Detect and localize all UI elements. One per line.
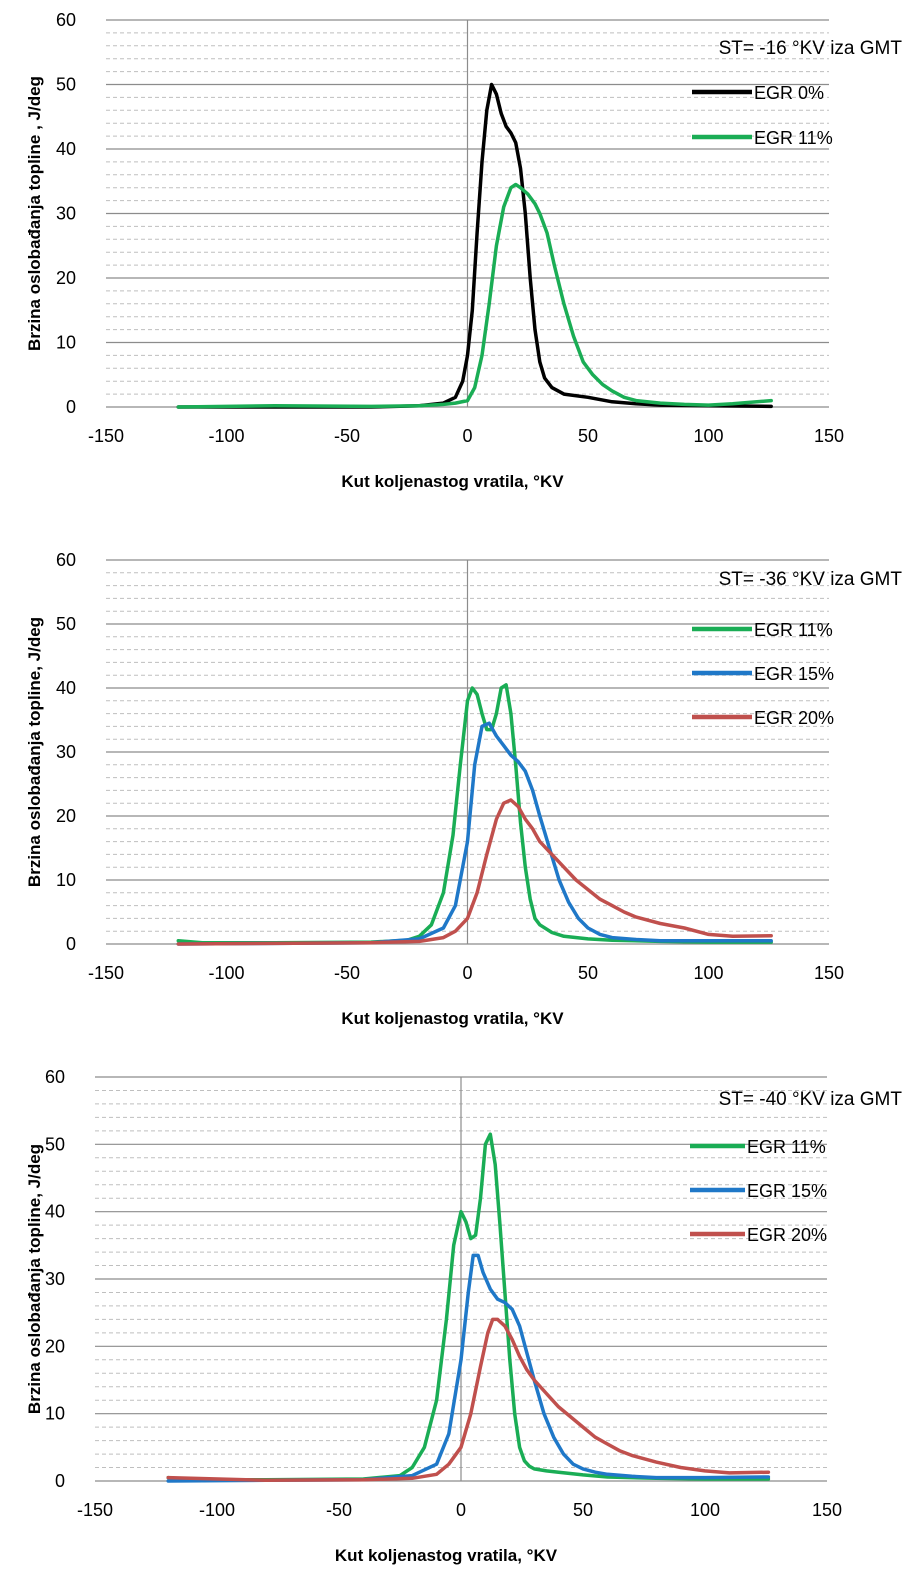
legend-label: EGR 11% <box>747 1137 826 1157</box>
x-tick-label: 100 <box>693 963 723 983</box>
y-tick-label: 40 <box>56 678 76 698</box>
y-tick-label: 0 <box>55 1471 65 1491</box>
x-tick-label: 100 <box>690 1500 720 1520</box>
legend-label: EGR 11% <box>754 128 833 148</box>
y-tick-label: 50 <box>45 1134 65 1154</box>
y-tick-label: 30 <box>56 742 76 762</box>
legend-label: EGR 0% <box>754 83 824 103</box>
y-tick-label: 60 <box>45 1067 65 1087</box>
legend-label: EGR 15% <box>754 664 834 684</box>
y-tick-label: 10 <box>56 333 76 353</box>
x-tick-label: 50 <box>573 1500 593 1520</box>
y-tick-label: 10 <box>45 1404 65 1424</box>
series-line-egr-20- <box>166 1317 771 1483</box>
x-tick-label: 150 <box>814 963 844 983</box>
series-line-egr-11- <box>176 683 773 945</box>
y-tick-label: 0 <box>66 397 76 417</box>
y-tick-label: 20 <box>56 268 76 288</box>
x-tick-label: 0 <box>462 426 472 446</box>
x-axis-title: Kut koljenastog vratila, °KV <box>341 1009 564 1028</box>
y-tick-label: 30 <box>45 1269 65 1289</box>
x-tick-label: 0 <box>462 963 472 983</box>
y-tick-label: 20 <box>56 806 76 826</box>
x-axis-title: Kut koljenastog vratila, °KV <box>341 472 564 491</box>
chart-panel-2: 0 10 20 30 40 50 60 -150 -100 -50 0 50 100 150 Kut kol… <box>25 550 902 1028</box>
series-line-egr-15- <box>176 721 773 946</box>
y-axis-title: Brzina oslobađanja topline, J/deg <box>25 1144 44 1414</box>
x-tick-label: 150 <box>812 1500 842 1520</box>
y-axis-title: Brzina oslobađanja topline , J/deg <box>25 76 44 351</box>
x-tick-label: 50 <box>578 426 598 446</box>
x-tick-label: -50 <box>326 1500 352 1520</box>
y-tick-label: 10 <box>56 870 76 890</box>
x-tick-label: -100 <box>199 1500 235 1520</box>
y-tick-label: 20 <box>45 1336 65 1356</box>
y-tick-label: 40 <box>56 139 76 159</box>
chart-panel-3: 0 10 20 30 40 50 60 -150 -100 -50 0 50 100 150 Kut kol… <box>25 1067 902 1565</box>
y-tick-label: 0 <box>66 934 76 954</box>
x-tick-label: 100 <box>693 426 723 446</box>
x-tick-label: -150 <box>77 1500 113 1520</box>
x-tick-label: -50 <box>334 426 360 446</box>
x-tick-label: -100 <box>208 963 244 983</box>
x-tick-label: 50 <box>578 963 598 983</box>
series-line-egr-15- <box>166 1253 771 1483</box>
x-axis-title: Kut koljenastog vratila, °KV <box>335 1546 558 1565</box>
x-tick-label: -150 <box>88 426 124 446</box>
chart-annotation: ST= -36 °KV iza GMT <box>719 569 903 590</box>
series-line-egr-20- <box>176 798 773 946</box>
series-line-egr-11- <box>166 1132 771 1482</box>
x-tick-label: -100 <box>208 426 244 446</box>
y-tick-label: 60 <box>56 10 76 30</box>
x-tick-label: 150 <box>814 426 844 446</box>
legend-label: EGR 15% <box>747 1181 827 1201</box>
legend-label: EGR 20% <box>754 708 834 728</box>
series-line-egr-11- <box>176 182 773 409</box>
legend-label: EGR 11% <box>754 620 833 640</box>
x-tick-label: 0 <box>456 1500 466 1520</box>
chart-annotation: ST= -16 °KV iza GMT <box>719 38 903 59</box>
x-tick-label: -150 <box>88 963 124 983</box>
chart-annotation: ST= -40 °KV iza GMT <box>719 1089 903 1110</box>
x-tick-label: -50 <box>334 963 360 983</box>
y-tick-label: 60 <box>56 550 76 570</box>
chart-panel-1: 0 10 20 30 40 50 60 -150 -100 -50 0 50 100 150 Kut kol… <box>25 10 902 491</box>
y-tick-label: 50 <box>56 75 76 95</box>
y-tick-label: 30 <box>56 204 76 224</box>
y-axis-title: Brzina oslobađanja topline, J/deg <box>25 617 44 887</box>
legend-label: EGR 20% <box>747 1225 827 1245</box>
y-tick-label: 50 <box>56 614 76 634</box>
y-tick-label: 40 <box>45 1202 65 1222</box>
series-line-egr-0- <box>176 82 773 409</box>
